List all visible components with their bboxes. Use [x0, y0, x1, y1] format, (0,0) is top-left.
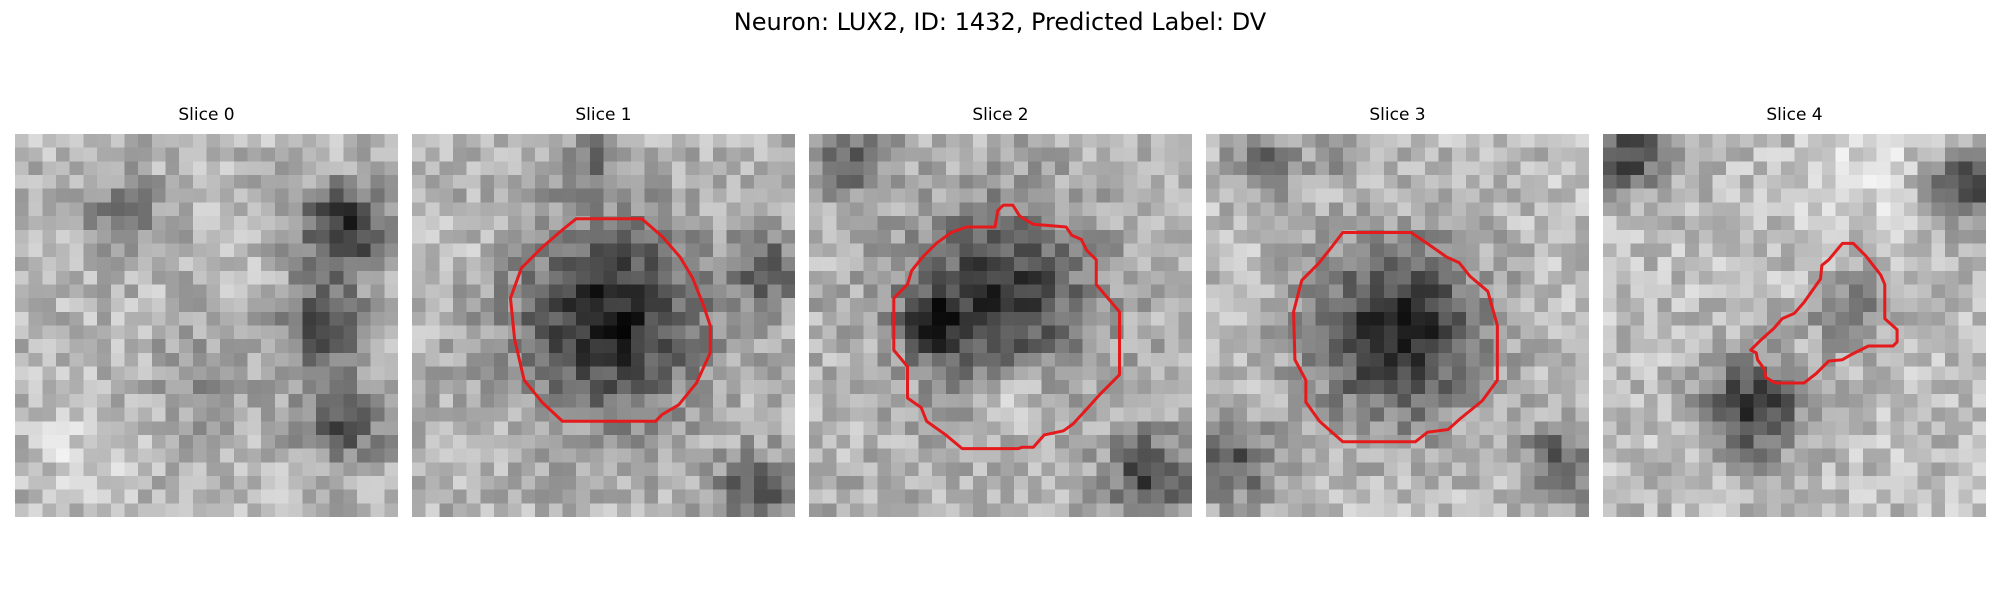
slice-title-0: Slice 0 [178, 105, 235, 125]
pixel-grid [1206, 134, 1589, 517]
slice-title-1: Slice 1 [575, 105, 632, 125]
slice-panel-2: Slice 2 [809, 104, 1192, 517]
slice-image-2 [809, 134, 1192, 517]
slice-image-1 [412, 134, 795, 517]
slice-panel-1: Slice 1 [412, 104, 795, 517]
slice-panel-3: Slice 3 [1206, 104, 1589, 517]
slice-panel-4: Slice 4 [1603, 104, 1986, 517]
pixel-grid [1603, 134, 1986, 517]
slice-panel-0: Slice 0 [15, 104, 398, 517]
roi-outline-1 [508, 217, 712, 423]
pixel-grid [412, 134, 795, 517]
figure-title: Neuron: LUX2, ID: 1432, Predicted Label:… [733, 8, 1267, 36]
slice-image-4 [1603, 134, 1986, 517]
pixel-grid [15, 134, 398, 517]
roi-outline-2 [892, 203, 1122, 451]
slice-title-2: Slice 2 [972, 105, 1029, 125]
pixel-grid [809, 134, 1192, 517]
roi-outline-3 [1292, 230, 1499, 444]
slice-image-0 [15, 134, 398, 517]
slice-image-3 [1206, 134, 1589, 517]
slice-title-4: Slice 4 [1766, 105, 1823, 125]
slice-title-3: Slice 3 [1369, 105, 1426, 125]
roi-outline-4 [1749, 241, 1899, 385]
